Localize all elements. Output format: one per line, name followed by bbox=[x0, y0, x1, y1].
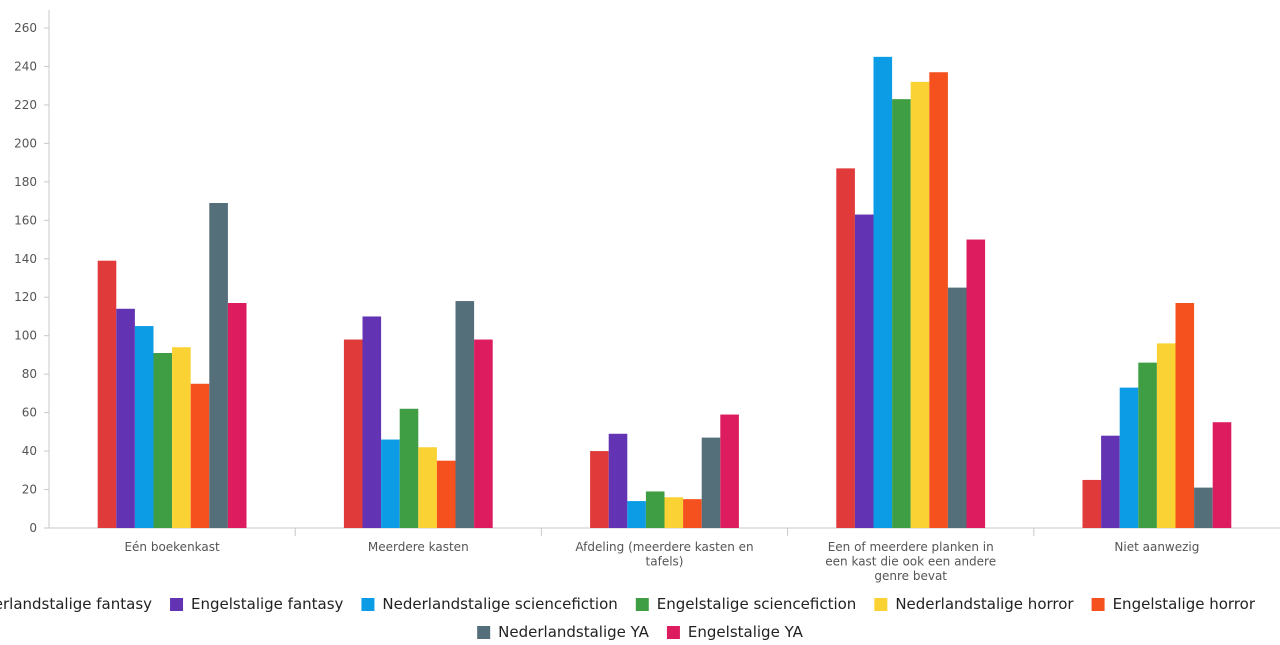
bar bbox=[381, 439, 400, 528]
bar bbox=[645, 491, 665, 528]
bar bbox=[153, 353, 173, 528]
bar bbox=[854, 214, 874, 529]
y-tick-label: 240 bbox=[14, 59, 37, 73]
legend-swatch bbox=[361, 598, 375, 611]
bar bbox=[1212, 422, 1232, 528]
x-category-label: een kast die ook een andere bbox=[825, 555, 996, 569]
bar bbox=[399, 408, 419, 528]
legend-swatch bbox=[170, 598, 184, 611]
x-category-label: Eén boekenkast bbox=[124, 540, 220, 554]
y-tick-label: 80 bbox=[22, 367, 37, 381]
bar bbox=[701, 437, 721, 528]
bar bbox=[362, 316, 382, 528]
bar bbox=[97, 260, 117, 528]
bar bbox=[873, 56, 893, 528]
legend-label: Engelstalige horror bbox=[1113, 595, 1256, 613]
legend-label: Nederlandstalige fantasy bbox=[0, 595, 152, 613]
bar bbox=[590, 451, 609, 528]
y-tick-label: 40 bbox=[22, 444, 37, 458]
legend-label: Engelstalige sciencefiction bbox=[657, 595, 857, 613]
bar bbox=[134, 326, 154, 528]
bar bbox=[474, 339, 493, 528]
bar bbox=[1194, 487, 1213, 528]
y-tick-label: 200 bbox=[14, 136, 37, 150]
y-tick-label: 120 bbox=[14, 290, 37, 304]
legend-label: Nederlandstalige horror bbox=[895, 595, 1074, 613]
y-tick-label: 260 bbox=[14, 21, 37, 35]
legend-swatch bbox=[666, 626, 680, 639]
bar bbox=[836, 168, 855, 528]
bar bbox=[1101, 435, 1120, 528]
y-tick-label: 0 bbox=[29, 521, 37, 535]
x-category-label: genre bevat bbox=[874, 569, 947, 583]
legend-label: Engelstalige fantasy bbox=[191, 595, 344, 613]
chart-axes: 0 20 40 60 80 100 120 140 160 180 200 220 240 260 bbox=[14, 10, 1280, 536]
bar bbox=[966, 239, 986, 529]
bar bbox=[664, 497, 684, 528]
bar bbox=[627, 501, 646, 528]
category-labels: Eén boekenkast Meerdere kasten Afdeling (m… bbox=[124, 540, 1199, 583]
y-tick-label: 100 bbox=[14, 329, 37, 343]
bar bbox=[190, 383, 210, 528]
chart-bars bbox=[97, 56, 1232, 529]
x-category-label: Een of meerdere planken in bbox=[828, 540, 994, 554]
y-tick-label: 180 bbox=[14, 175, 37, 189]
x-category-label: Meerdere kasten bbox=[368, 540, 469, 554]
legend-swatch bbox=[1091, 598, 1105, 611]
bar bbox=[209, 203, 228, 528]
bar bbox=[1156, 343, 1176, 528]
bar bbox=[343, 339, 363, 528]
y-tick-label: 140 bbox=[14, 252, 37, 266]
y-tick-label: 220 bbox=[14, 98, 37, 112]
bar bbox=[227, 303, 247, 528]
bar bbox=[892, 99, 911, 529]
legend-swatch bbox=[477, 626, 491, 639]
y-tick-label: 160 bbox=[14, 213, 37, 227]
bar bbox=[910, 81, 930, 528]
legend-label: Nederlandstalige YA bbox=[498, 623, 649, 641]
y-tick-label: 60 bbox=[22, 406, 37, 420]
bar bbox=[1175, 303, 1195, 528]
legend-swatch bbox=[635, 598, 649, 611]
bar bbox=[608, 433, 628, 528]
legend-label: Nederlandstalige sciencefiction bbox=[382, 595, 617, 613]
bar bbox=[1082, 479, 1102, 528]
x-category-label: tafels) bbox=[646, 555, 684, 569]
bar bbox=[172, 347, 191, 528]
y-tick-label: 20 bbox=[22, 483, 37, 497]
bar bbox=[929, 72, 948, 528]
x-category-label: Afdeling (meerdere kasten en bbox=[575, 540, 753, 554]
bar bbox=[720, 414, 739, 528]
bar bbox=[683, 499, 702, 528]
bar bbox=[418, 447, 437, 528]
bar bbox=[116, 308, 135, 528]
legend-swatch bbox=[874, 598, 888, 611]
bar bbox=[1119, 387, 1139, 528]
bar bbox=[455, 301, 475, 528]
bar bbox=[1138, 362, 1157, 528]
bar bbox=[947, 287, 967, 528]
x-category-label: Niet aanwezig bbox=[1114, 540, 1199, 554]
bar bbox=[436, 460, 456, 528]
legend-label: Engelstalige YA bbox=[688, 623, 804, 641]
chart-legend: Nederlandstalige fantasy Engelstalige fan… bbox=[0, 595, 1256, 641]
